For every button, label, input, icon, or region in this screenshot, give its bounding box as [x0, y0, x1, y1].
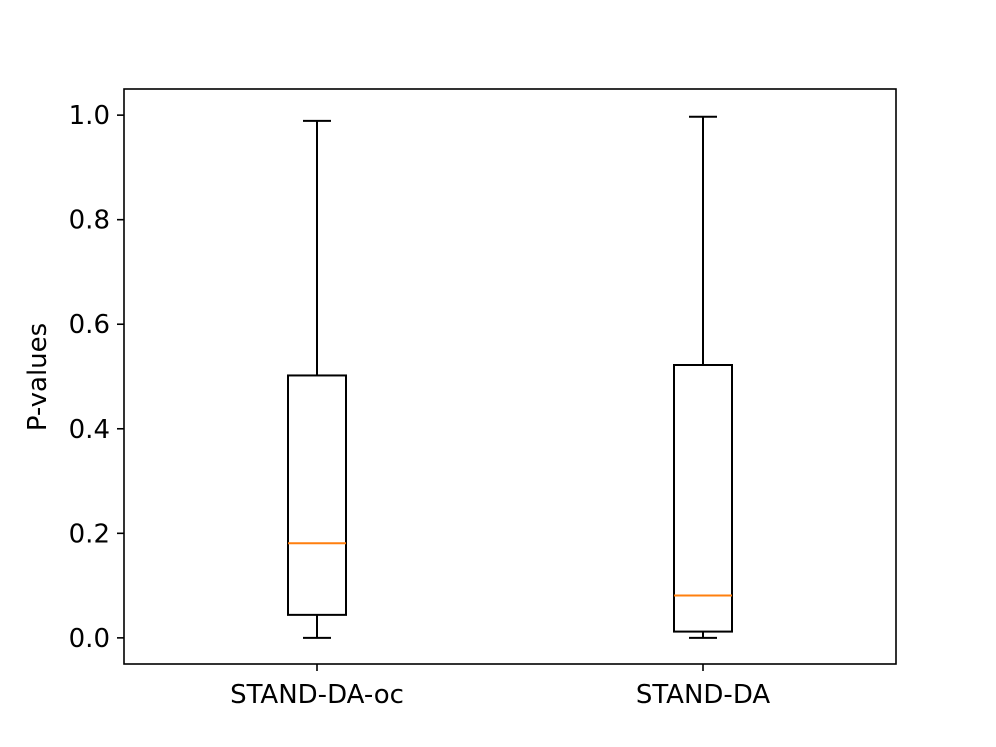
x-tick-label: STAND-DA [636, 680, 771, 710]
y-tick-label: 1.0 [69, 101, 110, 131]
box-series [287, 115, 733, 639]
x-tick-label: STAND-DA-oc [230, 680, 404, 710]
y-axis-label: P-values [23, 323, 53, 431]
y-tick-label: 0.0 [69, 624, 110, 654]
y-tick-label: 0.2 [69, 519, 110, 549]
iqr-box [673, 364, 733, 633]
y-axis: 0.0 0.2 0.4 0.6 0.8 1.0 [69, 101, 124, 654]
y-tick-label: 0.4 [69, 415, 110, 445]
x-axis: STAND-DA-oc STAND-DA [230, 664, 770, 710]
plot-area [123, 88, 897, 665]
y-tick-label: 0.8 [69, 206, 110, 236]
iqr-box [287, 374, 347, 616]
y-tick-label: 0.6 [69, 310, 110, 340]
